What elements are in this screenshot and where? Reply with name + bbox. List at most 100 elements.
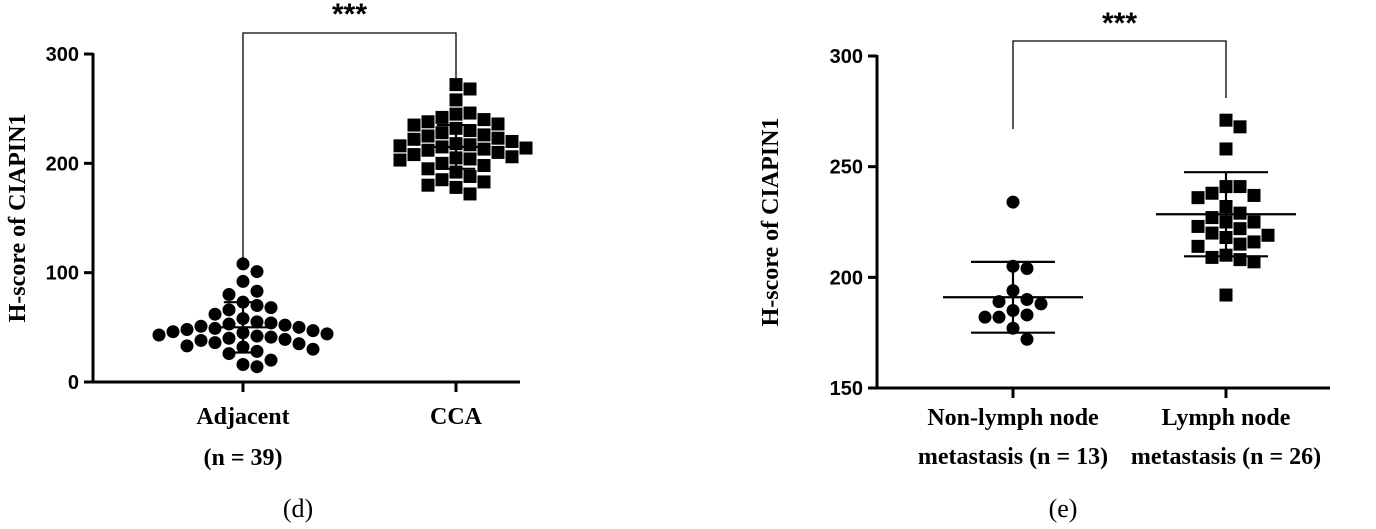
data-point: [1020, 292, 1034, 306]
data-point: [463, 106, 477, 120]
data-point: [421, 178, 435, 192]
data-point: [1233, 180, 1247, 194]
data-point: [1219, 142, 1233, 156]
significance-bracket: [242, 32, 457, 258]
data-point: [505, 150, 519, 164]
data-point: [250, 298, 264, 312]
data-point: [208, 336, 222, 350]
significance-label: ***: [1102, 7, 1137, 40]
data-point: [1191, 219, 1205, 233]
data-point: [1006, 195, 1020, 209]
data-point: [222, 303, 236, 317]
data-point: [992, 310, 1006, 324]
data-point: [1034, 297, 1048, 311]
data-point: [250, 315, 264, 329]
data-point: [1020, 308, 1034, 322]
data-point: [236, 257, 250, 271]
significance-label: ***: [332, 0, 367, 31]
data-point: [477, 128, 491, 142]
y-axis-label: H-score of CIAPIN1: [5, 114, 31, 323]
data-point: [519, 141, 533, 155]
chart-panel-e: 150 200 250 300 H-score of CIAPIN1 Non-lymph …: [758, 7, 1330, 523]
data-point: [1191, 239, 1205, 253]
data-point: [477, 175, 491, 189]
data-point: [449, 107, 463, 121]
data-point: [1020, 261, 1034, 275]
data-point: [421, 143, 435, 157]
data-point: [449, 78, 463, 92]
x-category-label: Non-lymph node: [927, 405, 1099, 431]
data-point: [292, 337, 306, 351]
data-point: [1233, 120, 1247, 134]
y-tick-label: 0: [68, 372, 79, 394]
data-point: [264, 353, 278, 367]
data-point: [463, 152, 477, 166]
data-point: [477, 113, 491, 127]
data-point: [166, 325, 180, 339]
data-point: [194, 319, 208, 333]
y-tick-label: 150: [830, 378, 863, 400]
data-point: [407, 118, 421, 132]
data-point: [393, 153, 407, 167]
data-point: [463, 82, 477, 96]
x-category-label: (n = 39): [203, 445, 282, 471]
y-tick-label: 100: [46, 263, 79, 285]
data-point: [222, 317, 236, 331]
data-point: [449, 180, 463, 194]
data-point: [236, 274, 250, 288]
data-point: [1233, 237, 1247, 251]
x-category-label: metastasis (n = 26): [1131, 444, 1321, 470]
y-tick-label: 200: [830, 267, 863, 289]
data-point: [463, 169, 477, 183]
data-point: [180, 339, 194, 353]
data-point: [250, 284, 264, 298]
data-point: [421, 115, 435, 129]
y-tick-label: 300: [830, 46, 863, 68]
data-point: [491, 117, 505, 131]
data-point: [152, 328, 166, 342]
data-point: [264, 301, 278, 315]
data-point: [250, 265, 264, 279]
data-point: [306, 342, 320, 356]
data-point: [421, 162, 435, 176]
data-point: [491, 145, 505, 159]
data-point: [505, 134, 519, 148]
data-point: [264, 316, 278, 330]
x-category-label: Lymph node: [1162, 405, 1291, 431]
data-point: [222, 331, 236, 345]
y-tick-label: 300: [46, 44, 79, 66]
x-category-label: metastasis (n = 13): [918, 444, 1108, 470]
y-tick-label: 250: [830, 157, 863, 179]
data-point: [463, 138, 477, 152]
x-category-label: CCA: [430, 404, 483, 430]
data-point: [1191, 191, 1205, 205]
data-point: [306, 324, 320, 338]
data-point: [435, 156, 449, 170]
data-point: [1219, 288, 1233, 302]
significance-bracket: [1012, 40, 1227, 129]
data-point: [435, 173, 449, 187]
data-point: [264, 330, 278, 344]
data-point: [477, 159, 491, 173]
data-point: [1205, 250, 1219, 264]
data-point: [1233, 253, 1247, 267]
data-point: [1205, 186, 1219, 200]
data-point: [222, 288, 236, 302]
data-point: [992, 295, 1006, 309]
x-category-label: Adjacent: [196, 404, 289, 430]
data-point: [463, 187, 477, 201]
panel-label: (e): [1049, 494, 1078, 523]
data-point: [1233, 206, 1247, 220]
data-point: [435, 110, 449, 124]
data-point: [407, 148, 421, 162]
panel-label: (d): [283, 494, 313, 523]
data-point: [978, 310, 992, 324]
data-point: [1261, 228, 1275, 242]
data-point: [1020, 332, 1034, 346]
data-point: [393, 139, 407, 153]
data-point: [421, 129, 435, 143]
y-axis-label: H-score of CIAPIN1: [758, 118, 784, 327]
data-point: [1247, 215, 1261, 229]
data-point: [463, 124, 477, 138]
